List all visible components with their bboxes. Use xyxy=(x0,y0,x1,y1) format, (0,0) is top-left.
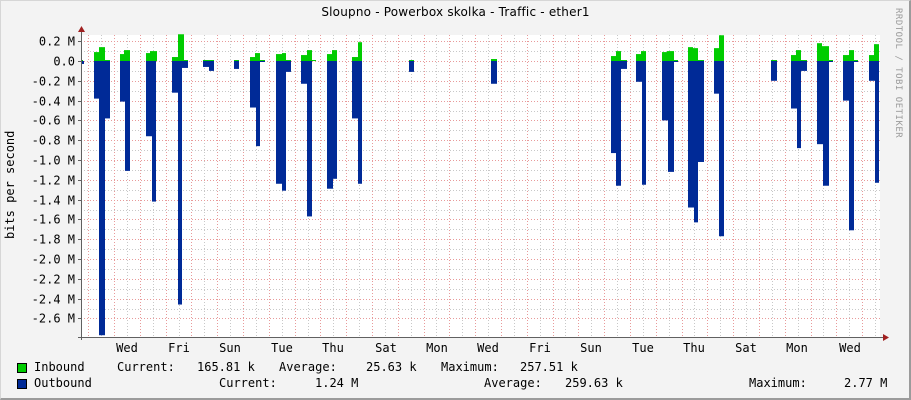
outbound-series xyxy=(81,61,879,336)
x-tick-label: Mon xyxy=(426,341,448,355)
y-tick-label: 0.2 M xyxy=(39,35,75,49)
y-tick-label: -0.6 M xyxy=(32,114,75,128)
x-tick-label: Tue xyxy=(271,341,293,355)
x-tick-label: Thu xyxy=(322,341,344,355)
y-tick-label: -2.6 M xyxy=(32,312,75,326)
outbound-average-value: 259.63 k xyxy=(565,376,623,390)
inbound-average-value: 25.63 k xyxy=(366,360,417,374)
x-tick-label: Sat xyxy=(375,341,397,355)
outbound-swatch xyxy=(17,379,27,389)
inbound-series xyxy=(81,34,879,62)
graph-title: Sloupno - Powerbox skolka - Traffic - et… xyxy=(321,5,590,19)
inbound-maximum-label: Maximum: xyxy=(441,360,499,374)
x-tick-label: Sun xyxy=(219,341,241,355)
y-tick-label: -1.2 M xyxy=(32,174,75,188)
y-tick-label: -2.0 M xyxy=(32,253,75,267)
x-tick-label: Wed xyxy=(116,341,138,355)
x-tick-label: Fri xyxy=(529,341,551,355)
y-tick-label: -1.8 M xyxy=(32,233,75,247)
y-tick-label: -1.0 M xyxy=(32,154,75,168)
y-tick-label: -2.4 M xyxy=(32,293,75,307)
outbound-label: Outbound xyxy=(34,376,92,390)
inbound-current-label: Current: xyxy=(117,360,175,374)
inbound-current-value: 165.81 k xyxy=(197,360,255,374)
y-tick-label: 0.0 xyxy=(53,55,75,69)
x-axis-arrow-icon xyxy=(883,334,889,341)
y-tick-label: -0.2 M xyxy=(32,75,75,89)
plot-canvas xyxy=(81,35,880,337)
inbound-average-label: Average: xyxy=(279,360,337,374)
x-tick-label: Sat xyxy=(735,341,757,355)
rrdtool-watermark: RRDTOOL / TOBI OETIKER xyxy=(893,8,903,139)
outbound-current-label: Current: xyxy=(219,376,277,390)
y-tick-label: -1.6 M xyxy=(32,213,75,227)
outbound-current-value: 1.24 M xyxy=(315,376,359,390)
y-tick-label: -0.8 M xyxy=(32,134,75,148)
y-tick-label: -1.4 M xyxy=(32,194,75,208)
x-tick-label: Thu xyxy=(683,341,705,355)
inbound-swatch xyxy=(17,363,27,373)
outbound-maximum-value: 2.77 M xyxy=(844,376,888,390)
inbound-label: Inbound xyxy=(34,360,85,374)
inbound-maximum-value: 257.51 k xyxy=(520,360,578,374)
outbound-average-label: Average: xyxy=(484,376,542,390)
outbound-maximum-label: Maximum: xyxy=(749,376,807,390)
x-tick-label: Tue xyxy=(632,341,654,355)
y-tick-label: -0.4 M xyxy=(32,95,75,109)
x-tick-label: Wed xyxy=(477,341,499,355)
x-tick-label: Fri xyxy=(168,341,190,355)
x-tick-label: Wed xyxy=(839,341,861,355)
y-tick-label: -2.2 M xyxy=(32,273,75,287)
x-tick-label: Mon xyxy=(786,341,808,355)
y-axis-arrow-icon xyxy=(78,26,85,32)
x-tick-label: Sun xyxy=(580,341,602,355)
